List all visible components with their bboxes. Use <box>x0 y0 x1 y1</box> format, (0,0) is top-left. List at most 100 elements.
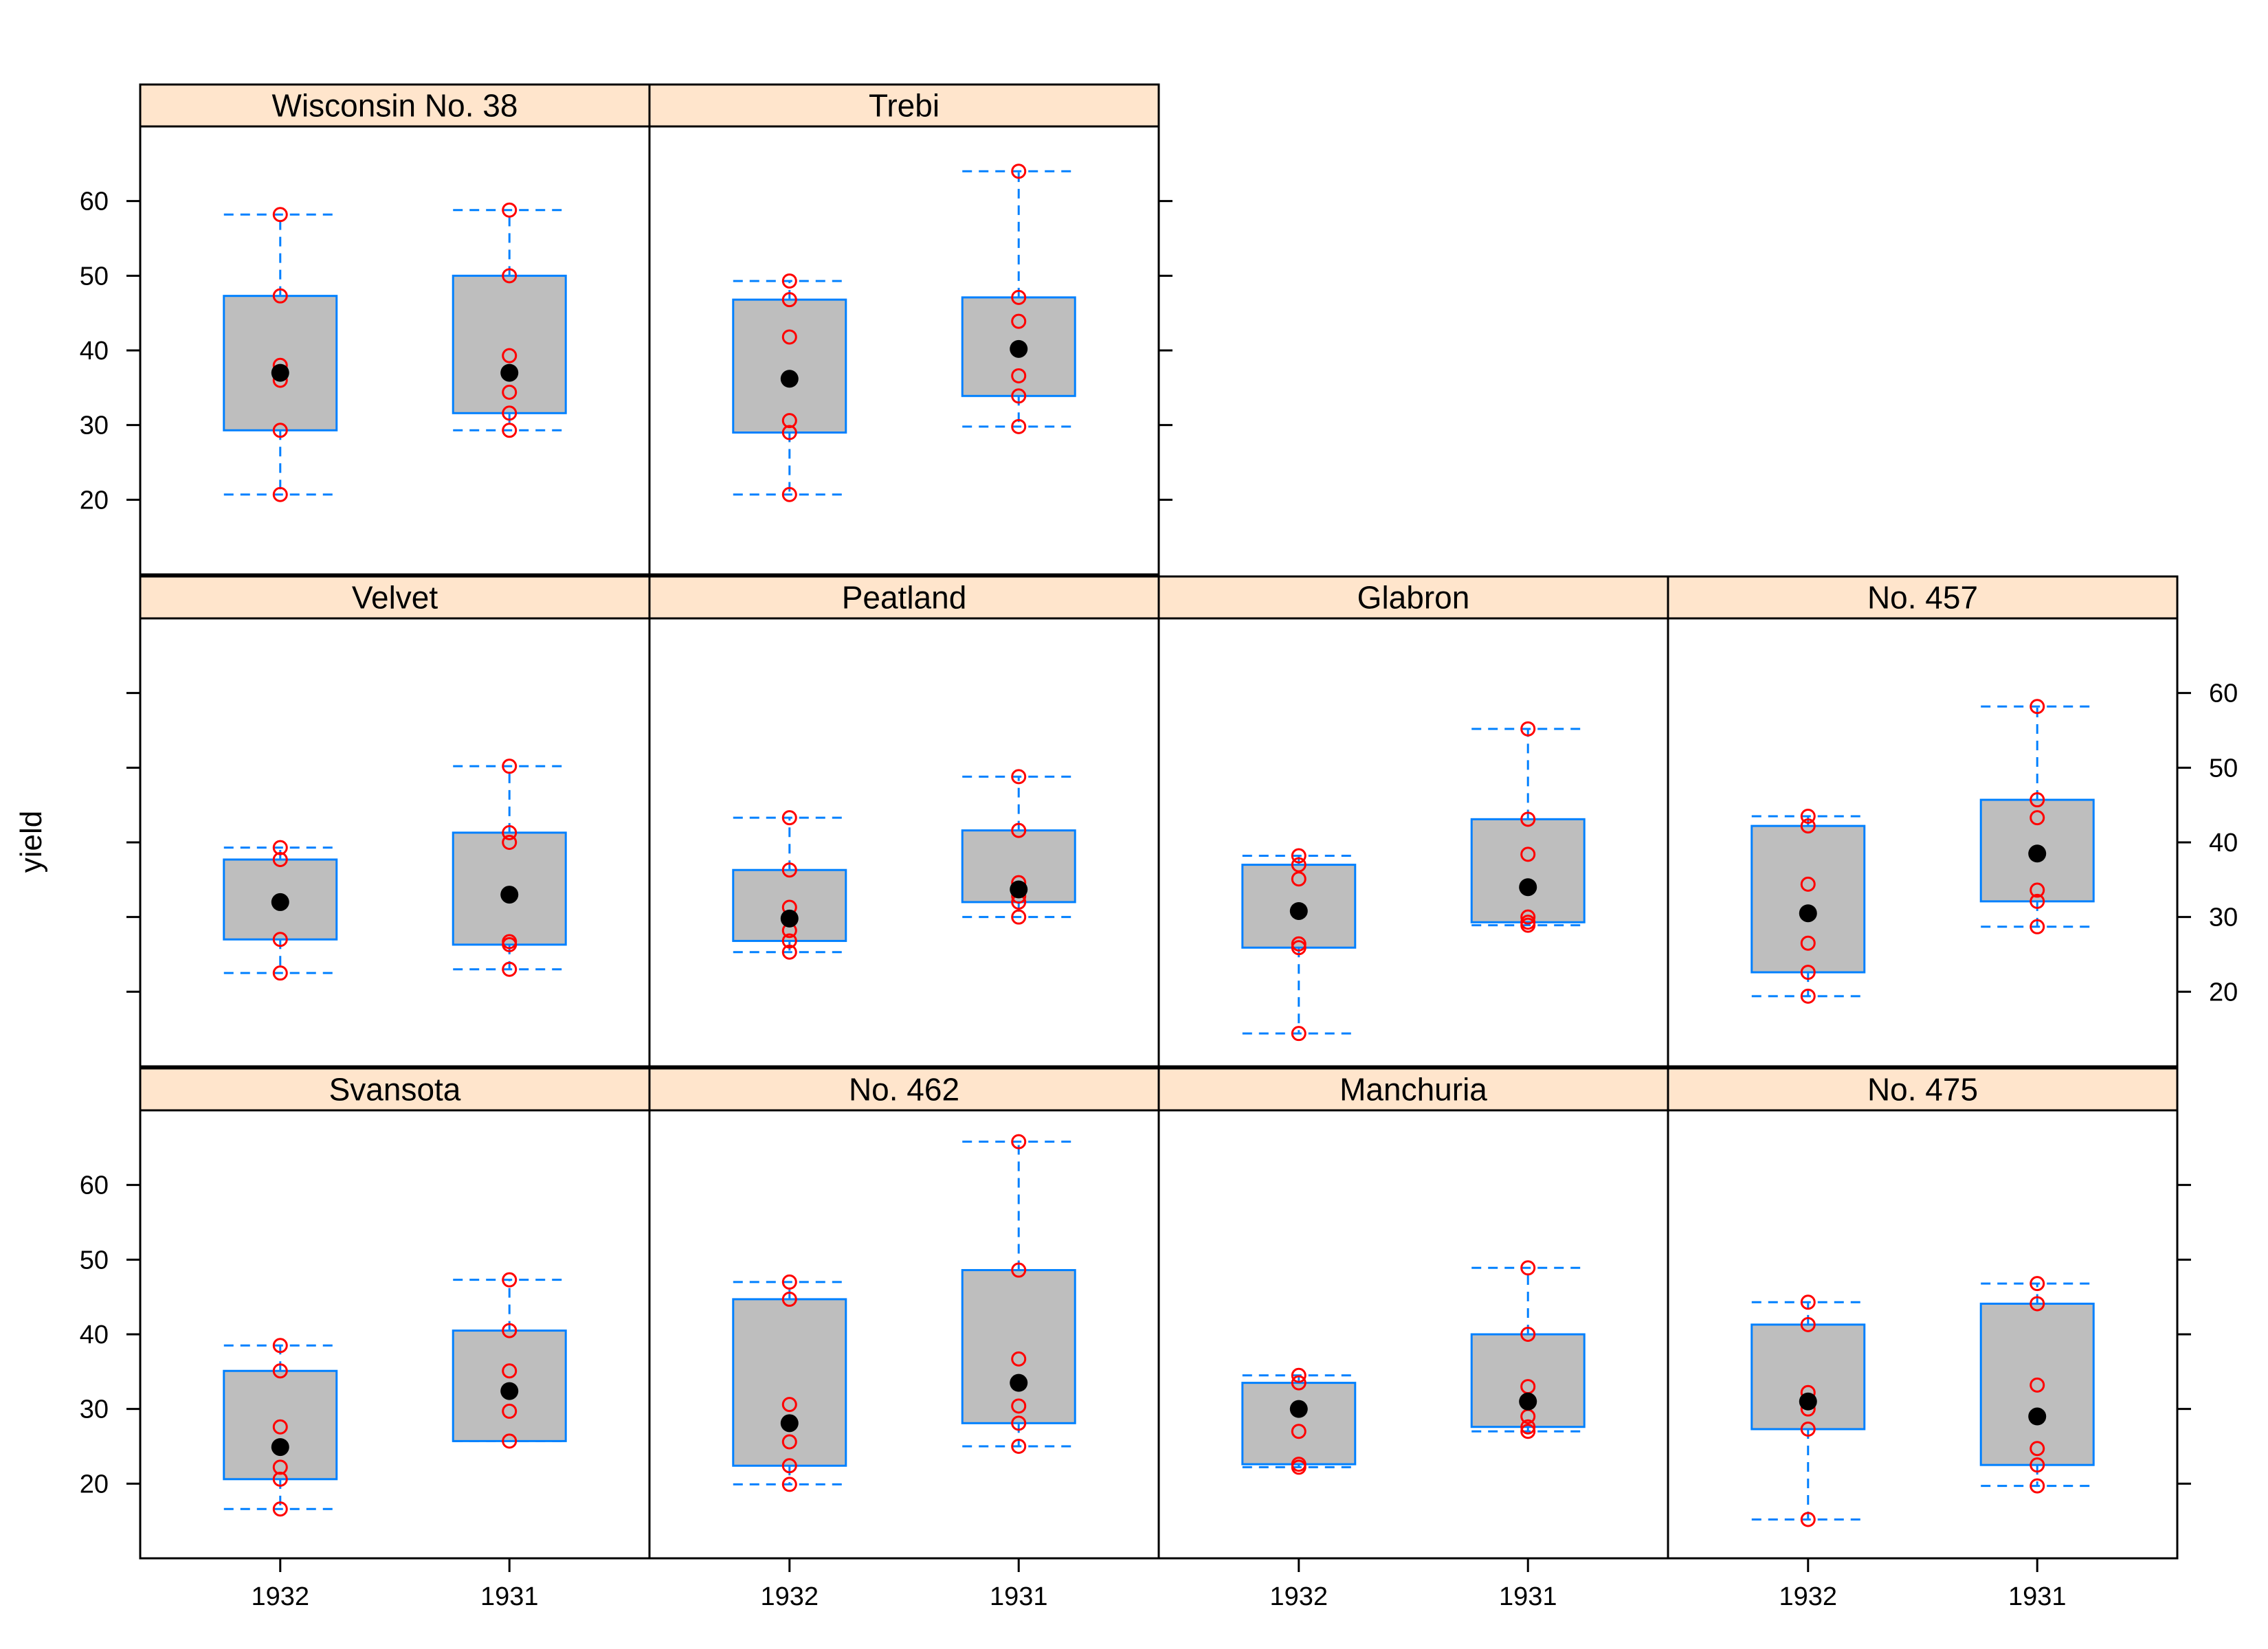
data-point-no-462-1932-3 <box>781 1397 797 1413</box>
box-trebi-1932 <box>732 298 847 434</box>
strip-label-no-462: No. 462 <box>849 1072 959 1108</box>
data-point-no-457-1932-5 <box>1800 808 1816 824</box>
strip-label-manchuria: Manchuria <box>1339 1072 1487 1108</box>
box-glabron-1931 <box>1470 818 1586 923</box>
data-point-trebi-1931-3 <box>1011 313 1027 329</box>
strip-label-peatland: Peatland <box>842 580 967 616</box>
x-tick-label-manchuria-1931: 1931 <box>1499 1582 1557 1611</box>
strip-label-svansota: Svansota <box>329 1072 461 1108</box>
plot-frame-glabron <box>1157 617 1669 1068</box>
median-no-457-1932 <box>1799 904 1817 923</box>
median-peatland-1932 <box>780 909 799 928</box>
data-point-no-457-1931-1 <box>2030 893 2045 909</box>
data-point-no-462-1931-5 <box>1011 1134 1027 1149</box>
data-point-svansota-1932-0 <box>272 1501 288 1517</box>
data-point-no-475-1932-5 <box>1800 1294 1816 1310</box>
y-tick-label-no-457-30: 30 <box>2209 904 2238 932</box>
data-point-trebi-1931-0 <box>1011 418 1027 434</box>
strip-label-velvet: Velvet <box>352 580 438 616</box>
data-point-velvet-1931-2 <box>502 934 518 950</box>
panel-manchuria: Manchuria 1932 1931 <box>1157 1067 1669 1611</box>
data-point-wisconsin-no-38-1931-3 <box>502 348 518 363</box>
data-point-glabron-1931-4 <box>1520 811 1536 827</box>
data-point-no-462-1931-2 <box>1011 1398 1027 1414</box>
panel-peatland: Peatland <box>648 575 1160 1068</box>
data-point-svansota-1931-0 <box>502 1433 518 1449</box>
data-point-glabron-1932-0 <box>1291 1026 1307 1042</box>
data-point-no-457-1931-0 <box>2030 919 2045 934</box>
median-no-462-1931 <box>1010 1373 1028 1392</box>
data-point-no-475-1931-3 <box>2030 1377 2045 1393</box>
data-point-wisconsin-no-38-1932-1 <box>272 423 288 438</box>
data-point-velvet-1931-0 <box>502 961 518 977</box>
y-axis-title: yield <box>14 811 48 873</box>
data-point-peatland-1931-0 <box>1011 909 1027 925</box>
data-point-trebi-1931-4 <box>1011 289 1027 305</box>
plot-frame-trebi <box>648 125 1160 576</box>
data-point-no-462-1932-1 <box>781 1458 797 1474</box>
data-point-manchuria-1931-5 <box>1520 1260 1536 1276</box>
data-point-no-462-1932-5 <box>781 1274 797 1290</box>
data-point-velvet-1932-4 <box>272 840 288 855</box>
y-tick-label-wisconsin-no-38-40: 40 <box>80 337 109 366</box>
y-tick-label-svansota-30: 30 <box>80 1395 109 1424</box>
box-wisconsin-no-38-1932 <box>223 295 338 431</box>
data-point-wisconsin-no-38-1931-2 <box>502 384 518 400</box>
data-point-no-457-1932-2 <box>1800 935 1816 951</box>
strip-label-no-475: No. 475 <box>1867 1072 1978 1108</box>
data-point-glabron-1931-2 <box>1520 909 1536 925</box>
data-point-trebi-1931-2 <box>1011 368 1027 383</box>
data-point-wisconsin-no-38-1932-6 <box>272 207 288 223</box>
data-point-velvet-1932-3 <box>272 851 288 867</box>
data-point-wisconsin-no-38-1931-5 <box>502 202 518 218</box>
panel-no-457: No. 457 20 30 40 50 60 <box>1667 575 2238 1068</box>
data-point-trebi-1931-1 <box>1011 388 1027 404</box>
plot-frame-svansota <box>139 1109 651 1560</box>
median-no-457-1931 <box>2028 844 2047 863</box>
y-tick-label-svansota-20: 20 <box>80 1470 109 1499</box>
data-point-no-457-1932-4 <box>1800 818 1816 834</box>
data-point-no-462-1931-3 <box>1011 1351 1027 1367</box>
median-wisconsin-no-38-1932 <box>271 363 289 382</box>
data-point-no-457-1931-3 <box>2030 810 2045 826</box>
box-svansota-1932 <box>223 1369 338 1481</box>
data-point-glabron-1932-2 <box>1291 936 1307 952</box>
plot-frame-no-462 <box>648 1109 1160 1560</box>
data-point-svansota-1931-2 <box>502 1363 518 1379</box>
x-tick-label-no-462-1932: 1932 <box>761 1582 819 1611</box>
x-tick-label-svansota-1931: 1931 <box>480 1582 539 1611</box>
data-point-no-457-1931-5 <box>2030 699 2045 715</box>
panel-no-475: No. 475 1932 1931 <box>1667 1067 2191 1611</box>
data-point-velvet-1931-3 <box>502 835 518 850</box>
data-point-glabron-1932-5 <box>1291 848 1307 864</box>
data-point-no-475-1931-0 <box>2030 1478 2045 1494</box>
data-point-svansota-1932-3 <box>272 1419 288 1435</box>
data-point-peatland-1931-4 <box>1011 822 1027 838</box>
data-point-peatland-1932-0 <box>781 944 797 960</box>
panel-glabron: Glabron <box>1157 575 1669 1068</box>
strip-no-457 <box>1667 575 2179 620</box>
x-tick-label-svansota-1932: 1932 <box>252 1582 310 1611</box>
median-peatland-1931 <box>1010 880 1028 899</box>
data-point-trebi-1932-3 <box>781 329 797 345</box>
data-point-no-457-1932-0 <box>1800 988 1816 1004</box>
data-point-peatland-1931-5 <box>1011 769 1027 785</box>
y-tick-label-no-457-50: 50 <box>2209 754 2238 783</box>
panel-svansota: Svansota 20 30 40 50 60 1932 1931 <box>80 1067 651 1611</box>
median-wisconsin-no-38-1931 <box>500 363 519 382</box>
y-tick-label-svansota-50: 50 <box>80 1246 109 1275</box>
data-point-no-457-1932-1 <box>1800 965 1816 980</box>
data-point-no-475-1932-4 <box>1800 1316 1816 1332</box>
box-no-475-1932 <box>1750 1323 1866 1431</box>
data-point-no-462-1932-2 <box>781 1434 797 1450</box>
data-point-manchuria-1931-4 <box>1520 1327 1536 1342</box>
y-tick-label-svansota-60: 60 <box>80 1171 109 1200</box>
data-point-trebi-1932-1 <box>781 425 797 440</box>
panels-layer: Wisconsin No. 38 20 30 40 50 60 Trebi Velvet Pea… <box>80 83 2238 1611</box>
median-trebi-1931 <box>1010 339 1028 358</box>
data-point-no-462-1931-1 <box>1011 1415 1027 1431</box>
median-velvet-1931 <box>500 886 519 904</box>
data-point-glabron-1931-5 <box>1520 721 1536 737</box>
data-point-no-475-1932-0 <box>1800 1512 1816 1527</box>
